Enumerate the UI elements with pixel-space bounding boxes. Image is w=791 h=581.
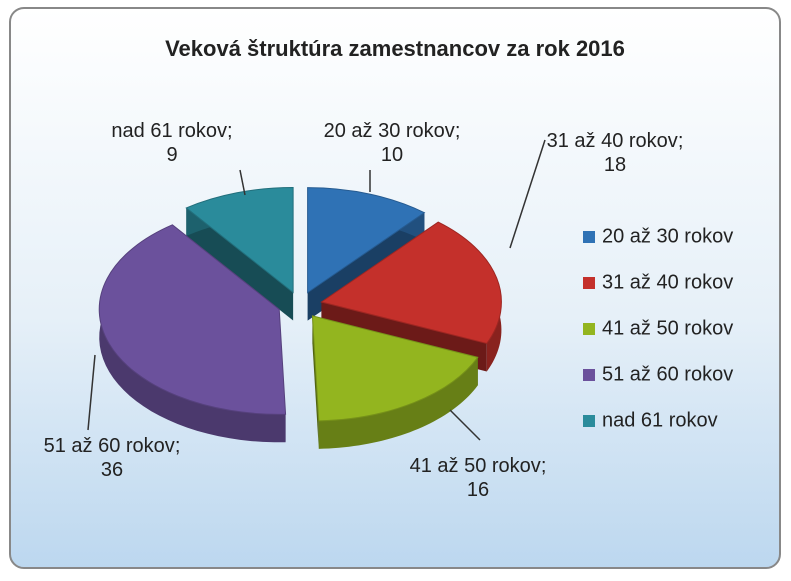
legend-label: 51 až 60 rokov (602, 363, 733, 385)
legend-swatch (583, 415, 595, 427)
data-label: 20 až 30 rokov; 10 (324, 120, 461, 166)
legend-label: 31 až 40 rokov (602, 271, 733, 293)
legend-swatch (583, 369, 595, 381)
data-label: 51 až 60 rokov; 36 (44, 435, 181, 481)
pie-tops (98, 186, 502, 422)
slice-side (318, 357, 478, 449)
pie-slice (98, 224, 287, 415)
data-label-separator: ; (678, 130, 684, 152)
legend-swatch (583, 323, 595, 335)
data-label-value: 16 (467, 479, 489, 501)
leader-line (87, 354, 96, 431)
data-label-category: 20 až 30 rokov (324, 120, 455, 142)
data-label-separator: ; (175, 435, 181, 457)
data-label-value: 36 (101, 459, 123, 481)
data-label-category: nad 61 rokov (111, 120, 227, 142)
data-label: nad 61 rokov; 9 (111, 120, 232, 166)
legend-swatch (583, 231, 595, 243)
pie-slice (185, 186, 294, 294)
leader-line (239, 169, 246, 196)
data-label-separator: ; (455, 120, 461, 142)
pie-slice (307, 187, 426, 294)
slice-side (99, 224, 286, 443)
data-label-value: 9 (166, 144, 177, 166)
data-label-value: 18 (604, 154, 626, 176)
leader-line (449, 409, 481, 441)
data-label-separator: ; (541, 455, 547, 477)
pie-slice (320, 221, 502, 345)
data-label-category: 51 až 60 rokov (44, 435, 175, 457)
pie-slice (311, 315, 479, 422)
legend-swatch (583, 277, 595, 289)
data-label: 31 až 40 rokov; 18 (547, 130, 684, 176)
legend-label: nad 61 rokov (602, 409, 718, 431)
data-label: 41 až 50 rokov; 16 (410, 455, 547, 501)
data-label-category: 31 až 40 rokov (547, 130, 678, 152)
legend-label: 20 až 30 rokov (602, 225, 733, 247)
legend-label: 41 až 50 rokov (602, 317, 733, 339)
leader-line (509, 139, 546, 249)
data-label-value: 10 (381, 144, 403, 166)
chart-title: Veková štruktúra zamestnancov za rok 201… (165, 36, 625, 61)
data-label-category: 41 až 50 rokov (410, 455, 541, 477)
data-label-separator: ; (227, 120, 233, 142)
slice-wall (186, 207, 294, 321)
